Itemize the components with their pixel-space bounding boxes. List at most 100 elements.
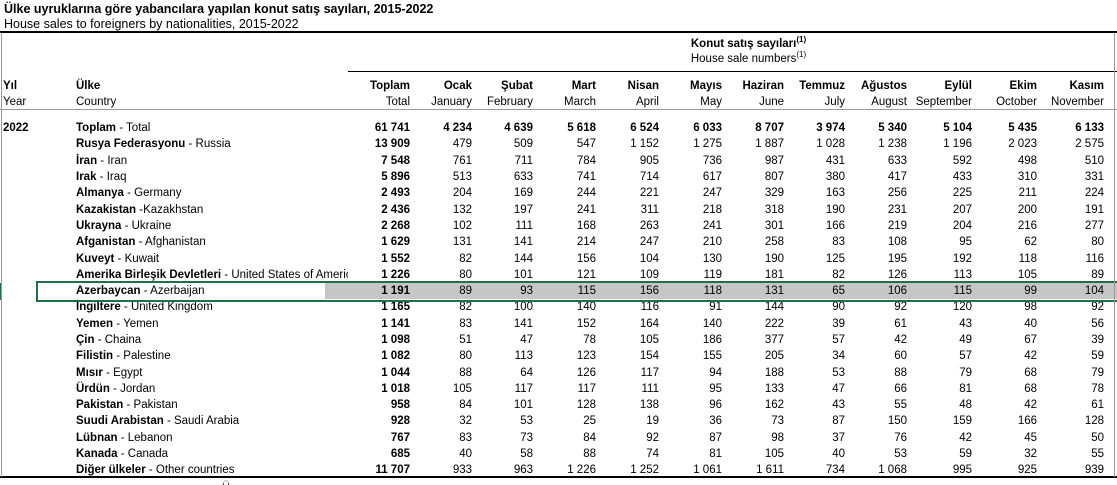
column-subheader-may[interactable]: May xyxy=(700,96,722,108)
country-cell[interactable]: Ürdün - Jordan xyxy=(76,382,156,395)
table-row-germany[interactable]: Almanya - Germany 2 493 204 169 244 221 247 329… xyxy=(0,185,1117,201)
value-cell[interactable]: 68 xyxy=(1024,382,1037,395)
column-subheader-march[interactable]: March xyxy=(564,96,596,108)
value-cell[interactable]: 40 xyxy=(832,448,845,461)
value-cell[interactable]: 1 887 xyxy=(755,138,784,151)
value-cell[interactable]: 191 xyxy=(1084,203,1104,216)
country-cell[interactable]: Çin - Chaina xyxy=(76,334,142,346)
value-cell[interactable]: 155 xyxy=(702,350,722,363)
value-cell[interactable]: 190 xyxy=(825,203,845,216)
country-cell[interactable]: Almanya - Germany xyxy=(76,187,182,200)
column-header-january[interactable]: Ocak xyxy=(443,80,472,92)
value-cell[interactable]: 104 xyxy=(1037,282,1104,300)
column-header-march[interactable]: Mart xyxy=(571,80,596,92)
value-cell[interactable]: 1 141 xyxy=(381,317,410,330)
value-cell[interactable]: 61 741 xyxy=(374,122,410,135)
value-cell[interactable]: 905 xyxy=(639,154,659,167)
value-cell[interactable]: 100 xyxy=(513,301,533,314)
value-cell[interactable]: 169 xyxy=(513,187,533,200)
value-cell[interactable]: 513 xyxy=(452,171,472,184)
value-cell[interactable]: 190 xyxy=(764,252,784,265)
value-cell[interactable]: 205 xyxy=(764,350,784,363)
value-cell[interactable]: 4 234 xyxy=(443,122,472,135)
value-cell[interactable]: 91 xyxy=(709,301,722,314)
value-cell[interactable]: 108 xyxy=(887,236,907,249)
value-cell[interactable]: 78 xyxy=(1091,382,1104,395)
value-cell[interactable]: 2 023 xyxy=(1008,138,1037,151)
value-cell[interactable]: 417 xyxy=(887,171,907,184)
country-cell[interactable]: Diğer ülkeler - Other countries xyxy=(76,464,235,477)
column-header-june[interactable]: Haziran xyxy=(742,80,784,92)
value-cell[interactable]: 104 xyxy=(639,252,659,265)
value-cell[interactable]: 82 xyxy=(459,301,472,314)
table-row-iran[interactable]: İran - Iran 7 548 761 711 784 905 736 987 431 633… xyxy=(0,153,1117,169)
value-cell[interactable]: 34 xyxy=(832,350,845,363)
country-cell[interactable]: Ukrayna - Ukraine xyxy=(76,219,172,232)
table-row-chaina[interactable]: Çin - Chaina 1 098 51 47 78 105 186 377 57 42 49 67… xyxy=(0,332,1117,348)
value-cell[interactable]: 109 xyxy=(639,268,659,281)
value-cell[interactable]: 113 xyxy=(953,268,972,281)
value-cell[interactable]: 5 340 xyxy=(878,122,907,135)
value-cell[interactable]: 130 xyxy=(702,252,722,265)
value-cell[interactable]: 181 xyxy=(764,268,784,281)
value-cell[interactable]: 200 xyxy=(1017,203,1037,216)
value-cell[interactable]: 36 xyxy=(709,415,722,428)
value-cell[interactable]: 53 xyxy=(832,366,845,379)
table-row-canada[interactable]: Kanada - Canada 685 40 58 88 74 81 105 40 53 59 32 5… xyxy=(0,446,1117,462)
value-cell[interactable]: 66 xyxy=(894,382,907,395)
value-cell[interactable]: 119 xyxy=(703,268,722,281)
value-cell[interactable]: 244 xyxy=(576,187,596,200)
value-cell[interactable]: 81 xyxy=(709,448,722,461)
value-cell[interactable]: 123 xyxy=(576,350,596,363)
value-cell[interactable]: 1 629 xyxy=(381,236,410,249)
value-cell[interactable]: 53 xyxy=(894,448,907,461)
value-cell[interactable]: 1 226 xyxy=(567,464,596,477)
value-cell[interactable]: 67 xyxy=(1024,334,1037,346)
value-cell[interactable]: 101 xyxy=(513,399,533,412)
value-cell[interactable]: 1 165 xyxy=(381,301,410,314)
value-cell[interactable]: 1 028 xyxy=(816,138,845,151)
country-cell[interactable]: Pakistan - Pakistan xyxy=(76,399,178,412)
value-cell[interactable]: 140 xyxy=(702,317,722,330)
value-cell[interactable]: 61 xyxy=(894,317,907,330)
value-cell[interactable]: 156 xyxy=(596,282,659,300)
value-cell[interactable]: 40 xyxy=(1024,317,1037,330)
value-cell[interactable]: 120 xyxy=(952,301,972,314)
value-cell[interactable]: 150 xyxy=(887,415,907,428)
value-cell[interactable]: 210 xyxy=(702,236,722,249)
value-cell[interactable]: 761 xyxy=(452,154,472,167)
table-row-azerbaijan[interactable]: Azerbaycan - Azerbaijan 1 191 89 93 115 156 11… xyxy=(0,282,1117,300)
column-header-april[interactable]: Nisan xyxy=(627,80,659,92)
value-cell[interactable]: 53 xyxy=(520,415,533,428)
value-cell[interactable]: 61 xyxy=(1091,399,1104,412)
value-cell[interactable]: 133 xyxy=(764,382,784,395)
value-cell[interactable]: 6 133 xyxy=(1075,122,1104,135)
value-cell[interactable]: 4 639 xyxy=(504,122,533,135)
value-cell[interactable]: 141 xyxy=(513,236,533,249)
value-cell[interactable]: 131 xyxy=(452,236,472,249)
table-row-saudi-arabia[interactable]: Suudi Arabistan - Saudi Arabia 928 32 53 25 1… xyxy=(0,413,1117,429)
country-cell[interactable]: Filistin - Palestine xyxy=(76,350,171,363)
value-cell[interactable]: 784 xyxy=(576,154,596,167)
column-subheader-october[interactable]: October xyxy=(996,96,1037,108)
value-cell[interactable]: 89 xyxy=(410,282,472,300)
country-cell[interactable]: İngiltere - United Kingdom xyxy=(76,301,213,314)
value-cell[interactable]: 128 xyxy=(576,399,596,412)
value-cell[interactable]: 5 896 xyxy=(381,171,410,184)
value-cell[interactable]: 221 xyxy=(639,187,659,200)
value-cell[interactable]: 59 xyxy=(959,448,972,461)
value-cell[interactable]: 377 xyxy=(764,334,784,346)
value-cell[interactable]: 118 xyxy=(1018,252,1037,265)
value-cell[interactable]: 88 xyxy=(583,448,596,461)
value-cell[interactable]: 1 068 xyxy=(878,464,907,477)
value-cell[interactable]: 318 xyxy=(764,203,784,216)
column-header-august[interactable]: Ağustos xyxy=(861,80,907,92)
value-cell[interactable]: 25 xyxy=(583,415,596,428)
value-cell[interactable]: 84 xyxy=(583,431,596,444)
value-cell[interactable]: 68 xyxy=(1024,366,1037,379)
value-cell[interactable]: 1 238 xyxy=(878,138,907,151)
value-cell[interactable]: 106 xyxy=(845,282,907,300)
value-cell[interactable]: 166 xyxy=(825,219,845,232)
column-header-country[interactable]: Ülke xyxy=(76,80,101,92)
column-header-year[interactable]: Yıl xyxy=(3,80,18,92)
